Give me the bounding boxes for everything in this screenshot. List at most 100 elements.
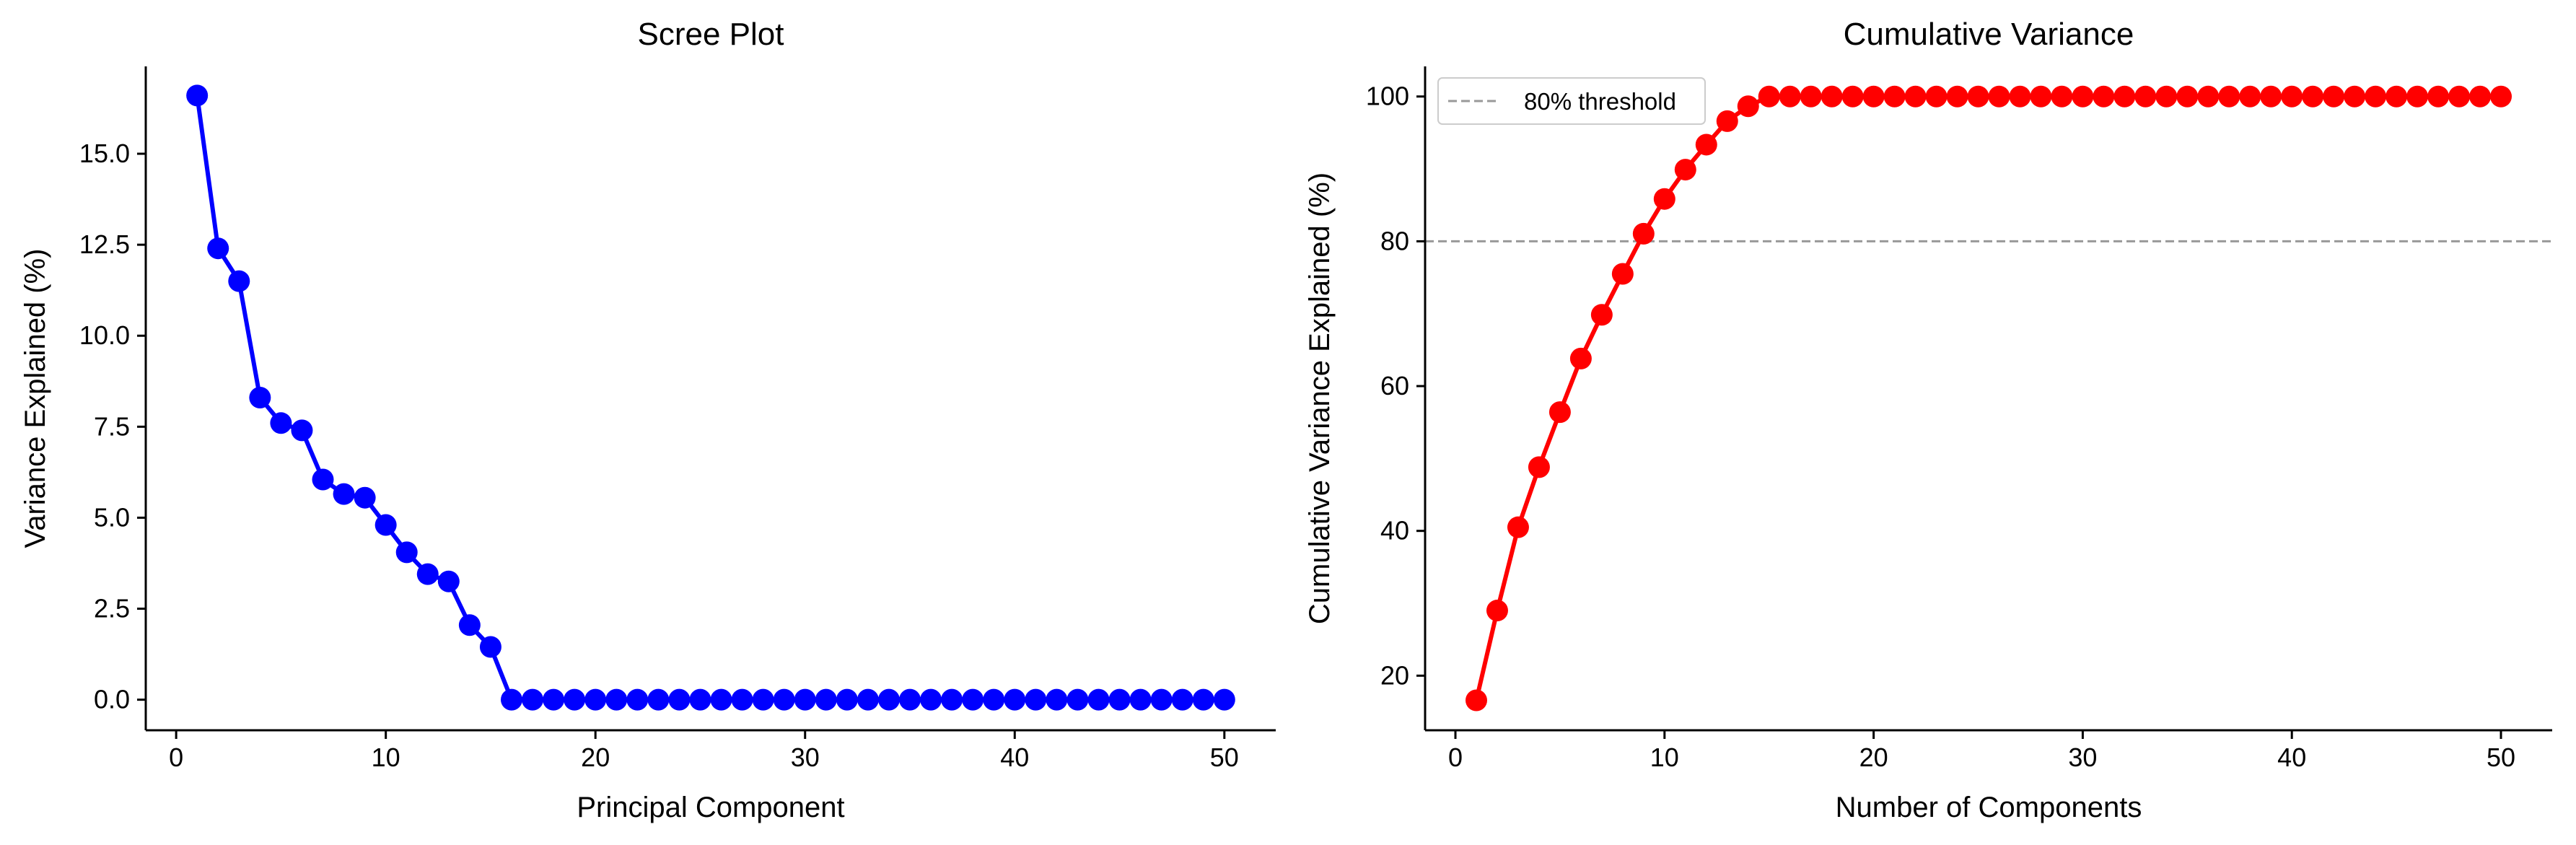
data-point: [1925, 85, 1948, 108]
data-point: [1213, 688, 1235, 711]
data-point: [731, 688, 753, 711]
data-point: [500, 688, 522, 711]
legend-threshold-label: 80% threshold: [1524, 88, 1676, 115]
data-point: [1611, 263, 1634, 285]
data-point: [1800, 85, 1822, 108]
x-axis-label: Principal Component: [577, 792, 844, 823]
data-point: [291, 419, 313, 442]
data-point: [2113, 85, 2136, 108]
data-point: [1192, 688, 1214, 711]
x-tick-label: 40: [2277, 743, 2306, 772]
data-point: [207, 237, 229, 260]
data-point: [2009, 85, 2031, 108]
data-point: [522, 688, 544, 711]
data-point: [458, 614, 481, 636]
data-point: [2072, 85, 2094, 108]
data-point: [2051, 85, 2073, 108]
data-point: [1841, 85, 1864, 108]
data-point: [1569, 347, 1592, 369]
data-point: [899, 688, 921, 711]
data-point: [2365, 85, 2387, 108]
y-tick-label: 7.5: [94, 411, 130, 441]
chart-title: Scree Plot: [638, 17, 784, 52]
axis-ticks: 0 10 20 30 40 50 0.0 2.5 5.0 7.5 10.0 12.5 15.0: [79, 139, 1239, 772]
y-tick-label: 40: [1380, 516, 1409, 546]
data-point: [2030, 85, 2052, 108]
data-point: [2176, 85, 2199, 108]
data-point: [815, 688, 837, 711]
data-point: [1108, 688, 1131, 711]
data-point: [270, 412, 292, 434]
data-point: [1758, 85, 1780, 108]
x-tick-label: 50: [2487, 743, 2515, 772]
y-tick-label: 60: [1380, 371, 1409, 400]
data-point: [2134, 85, 2157, 108]
data-point: [2469, 85, 2492, 108]
data-point: [395, 541, 418, 564]
data-point: [689, 688, 711, 711]
data-point: [2406, 85, 2429, 108]
data-point: [1129, 688, 1152, 711]
data-point: [543, 688, 565, 711]
data-point: [1967, 85, 1989, 108]
data-point: [626, 688, 649, 711]
x-tick-label: 30: [2068, 743, 2097, 772]
data-point: [1590, 304, 1613, 326]
cumulative-variance-panel: Cumulative Variance 0 10 20 30 40 50 20 40 60 80 1…: [1304, 17, 2552, 823]
data-point: [333, 483, 355, 505]
x-tick-label: 0: [1448, 743, 1463, 772]
data-point: [1904, 85, 1927, 108]
data-point: [1737, 95, 1759, 118]
data-point: [2218, 85, 2240, 108]
data-point: [1466, 689, 1487, 712]
data-point: [2197, 85, 2220, 108]
y-axis-label: Cumulative Variance Explained (%): [1304, 172, 1336, 624]
data-point: [2260, 85, 2282, 108]
data-point: [1548, 401, 1571, 424]
data-point: [920, 688, 942, 711]
data-point: [228, 270, 250, 292]
data-point: [1653, 188, 1675, 210]
data-point: [752, 688, 774, 711]
data-point: [2323, 85, 2345, 108]
data-point: [773, 688, 795, 711]
x-tick-label: 30: [791, 743, 820, 772]
data-point: [1046, 688, 1068, 711]
y-tick-label: 100: [1366, 82, 1409, 111]
data-point: [1004, 688, 1026, 711]
y-tick-label: 12.5: [79, 229, 130, 259]
data-point: [1695, 133, 1717, 156]
x-tick-label: 20: [581, 743, 610, 772]
data-series: [186, 84, 1235, 711]
y-tick-label: 15.0: [79, 139, 130, 168]
data-point: [354, 486, 376, 509]
data-point: [1528, 456, 1550, 478]
y-axis-label: Variance Explained (%): [19, 248, 51, 548]
data-point: [374, 514, 397, 536]
data-point: [1632, 222, 1655, 245]
data-point: [1674, 159, 1696, 181]
data-point: [2093, 85, 2115, 108]
data-point: [983, 688, 1005, 711]
x-tick-label: 10: [372, 743, 400, 772]
series-line: [195, 95, 1225, 702]
chart-title: Cumulative Variance: [1844, 17, 2134, 52]
data-point: [941, 688, 963, 711]
y-tick-label: 0.0: [94, 685, 130, 714]
series-line: [1474, 94, 2501, 701]
data-point: [2239, 85, 2261, 108]
data-point: [186, 84, 209, 107]
data-point: [2302, 85, 2324, 108]
x-tick-label: 20: [1859, 743, 1888, 772]
data-point: [877, 688, 900, 711]
data-point: [479, 636, 501, 658]
y-tick-label: 5.0: [94, 502, 130, 532]
data-point: [1025, 688, 1047, 711]
x-tick-label: 40: [1000, 743, 1029, 772]
x-tick-label: 0: [169, 743, 183, 772]
data-point: [584, 688, 607, 711]
data-point: [1171, 688, 1193, 711]
data-point: [668, 688, 691, 711]
data-point: [416, 563, 439, 585]
data-point: [1862, 85, 1885, 108]
